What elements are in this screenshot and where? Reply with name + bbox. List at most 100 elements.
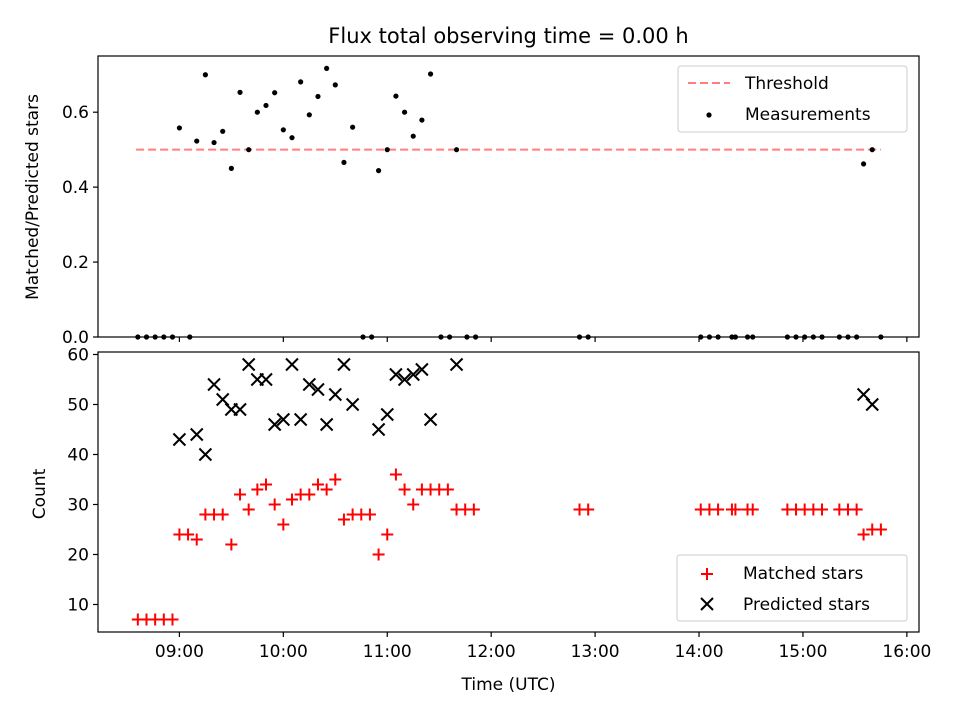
matched-star-point (166, 613, 179, 626)
measurement-point (375, 168, 382, 174)
matched-star-point (381, 528, 394, 541)
measurement-point (220, 128, 226, 134)
matched-star-point (850, 503, 863, 516)
predicted-star-point (449, 357, 464, 372)
predicted-star-point (345, 397, 360, 412)
x-tick-label: 12:00 (467, 642, 516, 662)
measurement-point (315, 93, 321, 100)
x-tick-label: 10:00 (259, 642, 308, 662)
measurement-point (194, 138, 200, 144)
matched-star-point (190, 533, 203, 546)
flux-ratio-y-axis-label: Matched/Predicted stars (23, 94, 43, 300)
measurement-point (453, 147, 460, 153)
predicted-star-point (415, 362, 429, 377)
matched-star-point (260, 478, 273, 491)
predicted-star-point (389, 367, 403, 382)
measurement-point (254, 109, 260, 115)
matched-star-point (582, 503, 595, 516)
matched-star-point (712, 503, 725, 516)
predicted-star-point (380, 407, 394, 422)
x-tick-label: 09:00 (155, 642, 204, 662)
matched-star-point (441, 483, 454, 496)
legend-predicted-label: Predicted stars (743, 595, 870, 615)
matched-star-point (225, 538, 238, 551)
predicted-star-point (371, 422, 386, 437)
measurement-point (393, 93, 399, 99)
flux-ratio-panel: 0.0 0.2 0.4 0.6 Matched/Predicted stars Thr… (23, 55, 920, 348)
y-tick-label: 0.2 (62, 253, 89, 273)
measurement-point (384, 147, 390, 153)
x-tick-label: 14:00 (675, 642, 724, 662)
predicted-star-point (207, 377, 221, 392)
flux-ratio-marks (135, 65, 884, 340)
x-tick-label: 15:00 (778, 642, 827, 662)
measurement-point (298, 79, 304, 85)
measurement-point (419, 117, 425, 123)
matched-star-point (216, 508, 229, 521)
legend-measurements-label: Measurements (745, 105, 871, 125)
legend-measurements-swatch (706, 112, 712, 118)
y-tick-label: 0.6 (62, 103, 89, 123)
predicted-star-point (337, 357, 351, 372)
matched-star-point (320, 483, 333, 496)
matched-star-point (268, 498, 281, 511)
matched-star-point (746, 503, 759, 516)
predicted-star-point (328, 387, 343, 402)
predicted-star-point (293, 412, 308, 427)
predicted-star-point (319, 417, 334, 432)
chart-title: Flux total observing time = 0.00 h (328, 24, 688, 48)
measurement-point (289, 135, 295, 141)
star-count-marks (131, 357, 887, 626)
measurement-point (228, 165, 234, 171)
measurement-point (869, 147, 875, 153)
predicted-star-point (397, 372, 412, 387)
predicted-star-point (198, 447, 213, 462)
predicted-star-point (241, 357, 256, 372)
flux-ratio-ticks: 0.0 0.2 0.4 0.6 (62, 103, 908, 348)
matched-star-point (857, 528, 870, 541)
predicted-star-point (311, 382, 325, 397)
predicted-star-point (259, 372, 273, 387)
y-tick-label: 20 (67, 546, 89, 566)
matched-star-point (407, 498, 420, 511)
measurement-point (246, 147, 252, 153)
predicted-star-point (190, 427, 204, 442)
predicted-star-point (276, 412, 291, 427)
matched-star-point (285, 493, 298, 506)
y-tick-label: 0.4 (62, 178, 89, 198)
x-axis-label: Time (UTC) (461, 675, 556, 695)
y-tick-label: 0.0 (62, 328, 89, 348)
star-count-legend: Matched stars Predicted stars (676, 554, 908, 622)
legend-threshold-label: Threshold (744, 74, 829, 94)
predicted-star-point (172, 432, 187, 447)
matched-star-point (251, 483, 264, 496)
matched-star-point (398, 483, 411, 496)
legend-predicted-swatch (700, 597, 714, 611)
x-tick-label: 11:00 (363, 642, 412, 662)
matched-star-point (277, 518, 290, 531)
y-tick-label: 40 (67, 446, 89, 466)
measurement-point (341, 159, 347, 166)
y-tick-label: 10 (67, 596, 89, 616)
flux-ratio-legend: Threshold Measurements (677, 65, 908, 133)
predicted-star-point (233, 402, 247, 417)
predicted-star-point (267, 417, 282, 432)
measurement-point (427, 71, 434, 77)
matched-star-point (874, 523, 887, 536)
measurement-point (237, 89, 243, 95)
measurement-point (306, 112, 312, 118)
matched-star-point (234, 488, 247, 501)
predicted-star-point (302, 377, 317, 392)
measurement-point (263, 102, 269, 109)
matched-star-point (363, 508, 376, 521)
measurement-point (332, 82, 338, 88)
matched-star-point (372, 548, 385, 561)
star-count-ticks: 09:00 10:00 11:00 12:00 13:00 14:00 15:00 16:00… (67, 346, 931, 663)
measurement-point (176, 125, 183, 131)
measurement-point (211, 139, 217, 146)
matched-star-point (329, 473, 342, 486)
predicted-star-point (865, 397, 879, 412)
matched-star-point (182, 528, 195, 541)
flux-ratio-legend-box (677, 65, 908, 133)
